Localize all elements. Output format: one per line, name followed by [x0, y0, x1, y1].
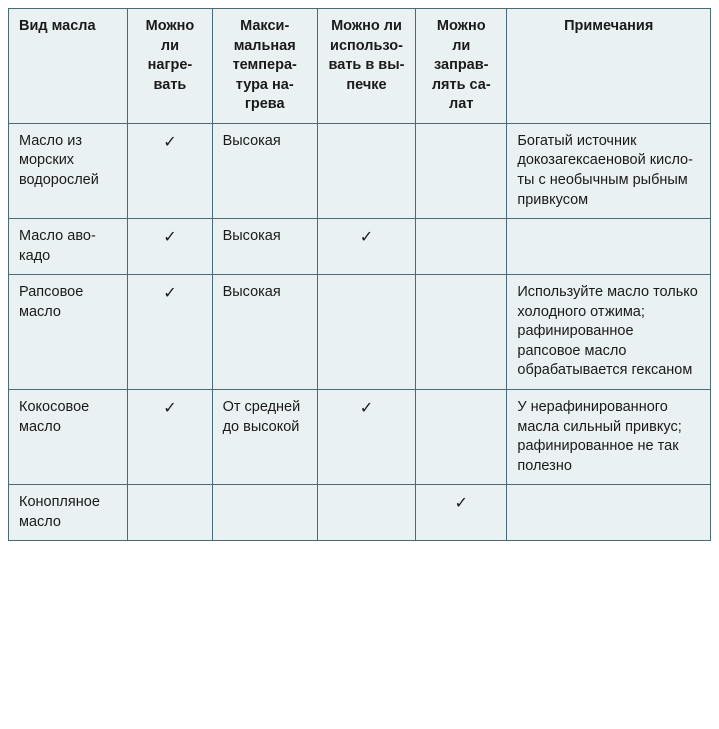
cell-type: Масло из морских водорос­лей: [9, 123, 128, 218]
col-header-type: Вид масла: [9, 9, 128, 124]
table-header-row: Вид масла Мож­но ли нагре­вать Макси­мал…: [9, 9, 711, 124]
cell-type: Конопля­ное масло: [9, 485, 128, 541]
cell-notes: [507, 219, 711, 275]
col-header-heat: Мож­но ли нагре­вать: [128, 9, 212, 124]
cell-maxtemp: [212, 485, 317, 541]
cell-notes: У нерафиниро­ванного масла сильный прив­…: [507, 390, 711, 485]
cell-heat: ✓: [128, 123, 212, 218]
cell-bake: [317, 123, 415, 218]
cell-bake: ✓: [317, 390, 415, 485]
cell-maxtemp: Высокая: [212, 219, 317, 275]
cell-bake: ✓: [317, 219, 415, 275]
col-header-notes: Примечания: [507, 9, 711, 124]
cell-heat: ✓: [128, 390, 212, 485]
cell-maxtemp: Высокая: [212, 275, 317, 390]
table-row: Масло из морских водорос­лей ✓ Высокая Б…: [9, 123, 711, 218]
cell-salad: [416, 219, 507, 275]
cell-bake: [317, 485, 415, 541]
cell-maxtemp: От сред­ней до высо­кой: [212, 390, 317, 485]
cell-heat: ✓: [128, 275, 212, 390]
cell-type: Кокосовое масло: [9, 390, 128, 485]
table-row: Кокосовое масло ✓ От сред­ней до высо­ко…: [9, 390, 711, 485]
col-header-bake: Можно ли использо­вать в вы­печке: [317, 9, 415, 124]
cell-heat: [128, 485, 212, 541]
cell-salad: [416, 123, 507, 218]
table-row: Масло аво­кадо ✓ Высокая ✓: [9, 219, 711, 275]
cell-salad: [416, 390, 507, 485]
cell-notes: Богатый источ­ник докозагекса­еновой кис…: [507, 123, 711, 218]
cell-type: Рапсовое масло: [9, 275, 128, 390]
col-header-maxtemp: Макси­мальная темпера­тура на­грева: [212, 9, 317, 124]
cell-bake: [317, 275, 415, 390]
cell-notes: Используйте масло только хо­лодного отжи…: [507, 275, 711, 390]
cell-notes: [507, 485, 711, 541]
table-row: Рапсовое масло ✓ Высокая Используйте мас…: [9, 275, 711, 390]
cell-heat: ✓: [128, 219, 212, 275]
cell-maxtemp: Высокая: [212, 123, 317, 218]
oils-table: Вид масла Мож­но ли нагре­вать Макси­мал…: [8, 8, 711, 541]
cell-salad: ✓: [416, 485, 507, 541]
cell-salad: [416, 275, 507, 390]
table-row: Конопля­ное масло ✓: [9, 485, 711, 541]
cell-type: Масло аво­кадо: [9, 219, 128, 275]
col-header-salad: Мож­но ли заправ­лять са­лат: [416, 9, 507, 124]
